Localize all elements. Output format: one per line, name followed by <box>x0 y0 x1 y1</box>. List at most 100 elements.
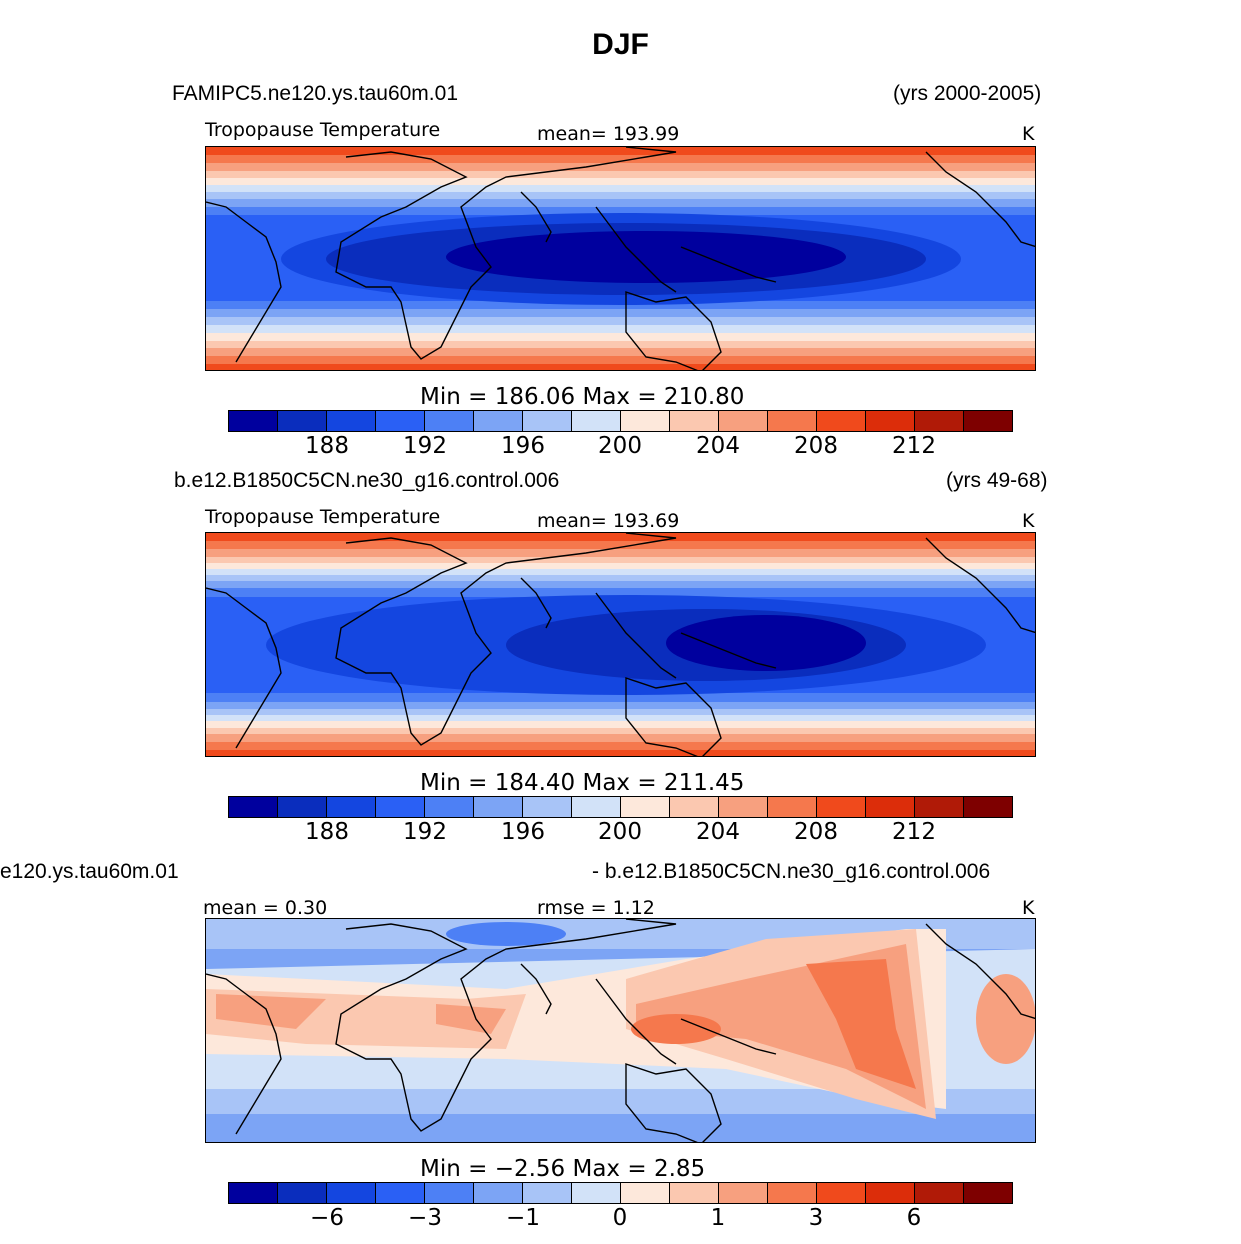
colorbar-swatch <box>817 411 866 431</box>
panel2-tick: 188 <box>305 819 349 845</box>
colorbar-swatch <box>817 1183 866 1203</box>
colorbar-swatch <box>229 411 278 431</box>
panel2-case-name: b.e12.B1850C5CN.ne30_g16.control.006 <box>174 469 560 492</box>
colorbar-swatch <box>866 1183 915 1203</box>
colorbar-swatch <box>866 797 915 817</box>
colorbar-swatch <box>670 411 719 431</box>
panel1-units: K <box>1022 123 1035 145</box>
panel1-tick: 212 <box>892 433 936 459</box>
panel2-tick: 204 <box>696 819 740 845</box>
colorbar-swatch <box>278 411 327 431</box>
colorbar-swatch <box>572 411 621 431</box>
panel1-tick: 200 <box>598 433 642 459</box>
panel3-mean: mean = 0.30 <box>203 897 328 919</box>
colorbar-swatch <box>572 797 621 817</box>
colorbar-swatch <box>278 797 327 817</box>
panel3-rmse: rmse = 1.12 <box>537 897 655 919</box>
panel2-tick: 192 <box>403 819 447 845</box>
panel1-colorbar <box>228 410 1013 432</box>
panel1-minmax: Min = 186.06 Max = 210.80 <box>420 384 745 410</box>
colorbar-swatch <box>474 1183 523 1203</box>
colorbar-swatch <box>425 797 474 817</box>
colorbar-swatch <box>719 411 768 431</box>
panel3-tick: 3 <box>808 1205 824 1231</box>
panel3-band <box>631 1014 721 1044</box>
colorbar-swatch <box>425 411 474 431</box>
colorbar-swatch <box>572 1183 621 1203</box>
panel3-tick: 1 <box>710 1205 726 1231</box>
colorbar-swatch <box>523 411 572 431</box>
panel2-coastlines <box>206 533 1035 756</box>
panel3-tick: 6 <box>906 1205 922 1231</box>
colorbar-swatch <box>915 1183 964 1203</box>
panel2-mean: mean= 193.69 <box>537 510 680 532</box>
panel1-years: (yrs 2000-2005) <box>893 82 1042 105</box>
colorbar-swatch <box>768 797 817 817</box>
panel1-tick: 208 <box>794 433 838 459</box>
panel2-years: (yrs 49-68) <box>946 469 1048 492</box>
panel3-units: K <box>1022 897 1035 919</box>
colorbar-swatch <box>817 797 866 817</box>
colorbar-swatch <box>768 1183 817 1203</box>
panel1-tick: 188 <box>305 433 349 459</box>
panel3-band <box>436 1004 506 1034</box>
colorbar-swatch <box>327 411 376 431</box>
panel1-variable: Tropopause Temperature <box>205 119 441 141</box>
panel2-variable: Tropopause Temperature <box>205 506 441 528</box>
colorbar-swatch <box>425 1183 474 1203</box>
panel1-case-name: FAMIPC5.ne120.ys.tau60m.01 <box>172 82 458 105</box>
panel3-tick: −6 <box>310 1205 344 1231</box>
colorbar-swatch <box>866 411 915 431</box>
colorbar-swatch <box>964 797 1012 817</box>
panel2-tick: 200 <box>598 819 642 845</box>
panel2-units: K <box>1022 510 1035 532</box>
panel2-tick: 208 <box>794 819 838 845</box>
panel1-tick: 204 <box>696 433 740 459</box>
colorbar-swatch <box>523 797 572 817</box>
panel3-minmax: Min = −2.56 Max = 2.85 <box>420 1156 706 1182</box>
colorbar-swatch <box>229 1183 278 1203</box>
panel1-map <box>205 146 1036 371</box>
colorbar-swatch <box>376 1183 425 1203</box>
panel2-tick: 196 <box>501 819 545 845</box>
panel3-band <box>216 994 326 1029</box>
panel3-band <box>806 959 916 1089</box>
panel3-map <box>205 918 1036 1143</box>
panel1-mean: mean= 193.99 <box>537 123 680 145</box>
panel3-case-left: e120.ys.tau60m.01 <box>0 860 179 883</box>
colorbar-swatch <box>670 797 719 817</box>
colorbar-swatch <box>229 797 278 817</box>
colorbar-swatch <box>719 797 768 817</box>
panel1-tick: 196 <box>501 433 545 459</box>
colorbar-swatch <box>915 797 964 817</box>
colorbar-swatch <box>621 797 670 817</box>
panel3-band <box>446 922 566 946</box>
panel3-band <box>976 974 1035 1064</box>
colorbar-swatch <box>376 797 425 817</box>
colorbar-swatch <box>964 411 1012 431</box>
colorbar-swatch <box>719 1183 768 1203</box>
panel3-tick: 0 <box>612 1205 628 1231</box>
colorbar-swatch <box>915 411 964 431</box>
colorbar-swatch <box>327 1183 376 1203</box>
panel2-minmax: Min = 184.40 Max = 211.45 <box>420 770 745 796</box>
colorbar-swatch <box>621 411 670 431</box>
panel2-tick: 212 <box>892 819 936 845</box>
panel3-tick: −3 <box>408 1205 442 1231</box>
colorbar-swatch <box>768 411 817 431</box>
colorbar-swatch <box>327 797 376 817</box>
colorbar-swatch <box>376 411 425 431</box>
figure-title: DJF <box>592 28 649 61</box>
colorbar-swatch <box>964 1183 1012 1203</box>
panel3-colorbar <box>228 1182 1013 1204</box>
colorbar-swatch <box>474 797 523 817</box>
colorbar-swatch <box>670 1183 719 1203</box>
panel1-band <box>446 231 846 283</box>
colorbar-swatch <box>523 1183 572 1203</box>
panel3-tick: −1 <box>506 1205 540 1231</box>
panel3-coastlines <box>206 919 1035 1142</box>
panel2-map <box>205 532 1036 757</box>
colorbar-swatch <box>621 1183 670 1203</box>
panel3-case-right: - b.e12.B1850C5CN.ne30_g16.control.006 <box>592 860 991 883</box>
colorbar-swatch <box>474 411 523 431</box>
